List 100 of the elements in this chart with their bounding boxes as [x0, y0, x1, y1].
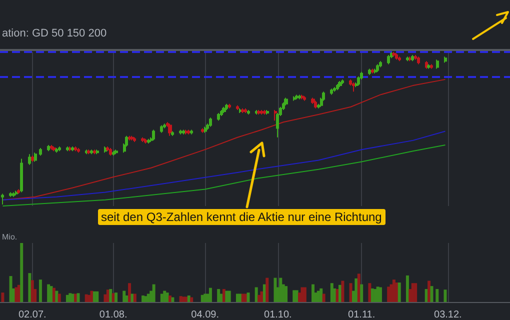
candlestick: [109, 148, 112, 156]
candlestick: [133, 136, 136, 142]
bar: [360, 284, 364, 302]
bar: [9, 276, 12, 302]
bar: [30, 280, 34, 302]
candlestick: [50, 144, 53, 150]
candlestick: [247, 109, 250, 116]
candlestick: [427, 64, 431, 70]
x-tick-label: 03.12.: [434, 310, 462, 320]
candlestick: [257, 109, 261, 116]
candlestick: [444, 56, 447, 64]
candlestick: [90, 149, 93, 155]
candlestick: [66, 146, 69, 152]
candlestick: [311, 97, 315, 104]
bar: [225, 290, 228, 302]
bar: [354, 278, 358, 302]
text: ation: GD 50 150 200: [2, 28, 107, 40]
candlestick: [31, 155, 34, 162]
bar: [58, 294, 61, 302]
candlestick: [336, 84, 339, 91]
x-tick-label: 02.07.: [18, 310, 46, 320]
candlestick: [217, 112, 220, 122]
candlestick: [341, 78, 344, 85]
x-tick-label: 01.11.: [348, 310, 376, 320]
bar: [322, 294, 326, 302]
bar: [14, 287, 18, 302]
candlestick: [52, 146, 56, 152]
candlestick: [144, 138, 147, 144]
bar: [254, 287, 258, 302]
candlestick: [333, 86, 336, 92]
bar: [357, 274, 360, 302]
candlestick: [374, 68, 377, 74]
candlestick: [295, 94, 298, 100]
bar: [171, 297, 174, 302]
candlestick: [266, 109, 269, 116]
candlestick: [244, 108, 247, 114]
candlestick: [114, 149, 118, 155]
bar: [28, 273, 32, 302]
bar: [303, 287, 306, 302]
bar: [292, 290, 296, 302]
candlestick: [298, 94, 301, 100]
candlestick: [274, 109, 277, 122]
candlestick: [379, 60, 382, 68]
bar: [133, 294, 136, 302]
bar: [274, 278, 277, 302]
candlestick: [357, 76, 360, 86]
candlestick: [392, 52, 396, 58]
bar: [414, 283, 418, 302]
candlestick: [1, 193, 4, 205]
candlestick: [376, 64, 379, 72]
candlestick: [352, 82, 355, 92]
bar: [395, 282, 398, 302]
bar: [436, 289, 439, 302]
candlestick: [104, 146, 107, 154]
bar: [378, 287, 382, 302]
candlestick: [293, 96, 296, 102]
bar: [90, 290, 94, 302]
candlestick: [112, 150, 115, 156]
candlestick: [204, 126, 207, 134]
candlestick: [15, 190, 18, 196]
bar: [387, 286, 390, 302]
bar: [55, 290, 58, 302]
bar: [398, 282, 401, 302]
bar: [96, 291, 99, 302]
candlestick: [284, 97, 288, 106]
candlestick: [436, 59, 439, 70]
candlestick: [209, 117, 212, 128]
bar: [312, 284, 315, 302]
candlestick: [163, 123, 166, 129]
candlestick: [330, 88, 333, 96]
candlestick: [20, 158, 23, 193]
candlestick: [12, 192, 15, 198]
candlestick: [141, 136, 145, 142]
bar: [279, 278, 282, 302]
bar: [320, 288, 323, 302]
candlestick: [387, 54, 390, 65]
candlestick: [9, 192, 12, 198]
bar: [341, 280, 344, 302]
candlestick: [220, 109, 223, 117]
candlestick: [301, 94, 304, 100]
candlestick: [87, 149, 91, 155]
candlestick: [71, 146, 74, 152]
candlestick: [371, 68, 374, 74]
candlestick: [263, 109, 266, 116]
candlestick: [190, 129, 193, 135]
x-tick-label: 04.09.: [191, 310, 219, 320]
candlestick: [228, 103, 231, 109]
bar: [130, 294, 134, 302]
candlestick: [39, 148, 42, 156]
candlestick: [131, 135, 134, 141]
text: seit den Q3-Zahlen kennt die Aktie nur eine Richtung: [101, 210, 382, 224]
bar: [122, 290, 126, 302]
candlestick: [179, 129, 182, 135]
bar: [246, 292, 250, 302]
bar: [109, 289, 112, 302]
candlestick: [338, 80, 342, 88]
candlestick: [225, 103, 228, 110]
candlestick: [430, 64, 433, 70]
candlestick: [171, 130, 174, 136]
bar: [260, 291, 264, 302]
